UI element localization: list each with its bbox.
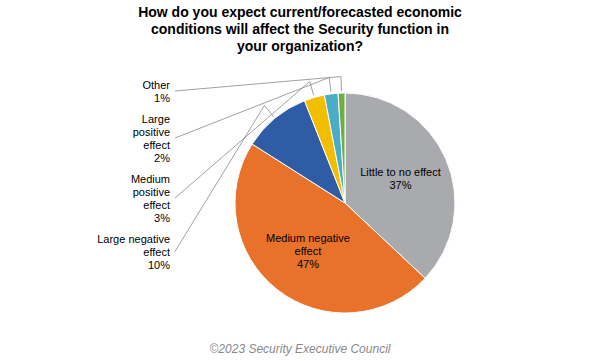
svg-text:Mediumpositiveeffect3%: Mediumpositiveeffect3% (131, 173, 170, 224)
svg-text:Largepositiveeffect2%: Largepositiveeffect2% (133, 113, 171, 164)
svg-text:Little to no effect37%: Little to no effect37% (360, 166, 441, 191)
svg-text:Large negativeeffect10%: Large negativeeffect10% (97, 233, 170, 271)
html-text:©2023 Security Executive Counc: ©2023 Security Executive Council (209, 342, 391, 356)
svg-text:Medium negativeeffect47%: Medium negativeeffect47% (266, 232, 350, 270)
html-text:How do you expect current/fore: How do you expect current/forecasted eco… (138, 4, 462, 54)
svg-text:Other1%: Other1% (142, 79, 170, 104)
